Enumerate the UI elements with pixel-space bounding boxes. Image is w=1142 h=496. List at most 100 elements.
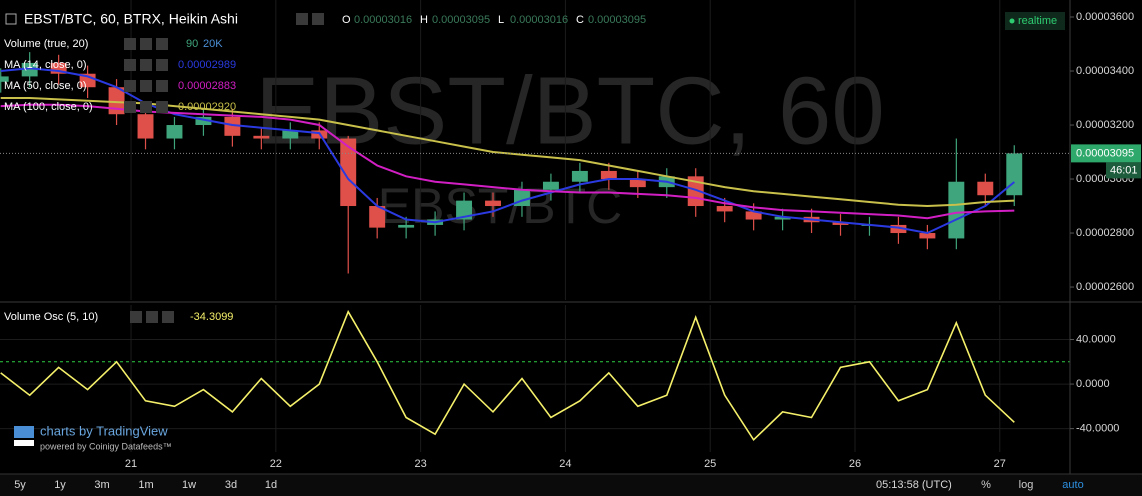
legend-entry: MA (14, close, 0)	[4, 59, 87, 71]
icon[interactable]	[146, 311, 158, 323]
moving-average-line	[0, 103, 1015, 220]
candle-body	[745, 211, 762, 220]
candle-body	[485, 200, 501, 207]
candle-body	[716, 206, 733, 212]
ohlc-value: 0.00003016	[510, 14, 568, 26]
legend-value: 0.00002989	[178, 59, 236, 71]
candle-body	[629, 179, 646, 188]
branding-main: charts by TradingView	[40, 423, 168, 438]
range-button[interactable]: 5y	[14, 479, 26, 491]
icon[interactable]	[124, 38, 136, 50]
logo-cloud	[14, 426, 34, 438]
candle-body	[948, 181, 965, 239]
candle-body	[195, 116, 212, 126]
candle-body	[340, 138, 357, 207]
last-price-badge	[1071, 144, 1141, 163]
range-button[interactable]: 3m	[94, 479, 109, 491]
icon[interactable]	[156, 59, 168, 71]
ohlc-value: 0.00003095	[588, 14, 646, 26]
bottom-toolbar	[0, 474, 1142, 496]
icon[interactable]	[312, 13, 324, 25]
y-tick-label: 0.00002600	[1076, 281, 1134, 293]
y-tick-label: 40.0000	[1076, 333, 1116, 345]
candle-body	[398, 224, 415, 228]
y-tick-label: 0.00002800	[1076, 227, 1134, 239]
range-button[interactable]: 1y	[54, 479, 66, 491]
candle-body	[282, 130, 299, 139]
y-tick-label: 0.00003400	[1076, 65, 1134, 77]
ohlc-value: 0.00003016	[354, 14, 412, 26]
watermark-layer: EBST/BTC, 60 EBST/BTC	[255, 57, 885, 234]
x-tick-label: 24	[559, 458, 571, 470]
range-button[interactable]: 1d	[265, 479, 277, 491]
legend-value: 0.00002883	[178, 80, 236, 92]
realtime-badge	[1005, 12, 1065, 30]
icon[interactable]	[130, 311, 142, 323]
icon[interactable]	[156, 38, 168, 50]
scale-button[interactable]: %	[981, 479, 991, 491]
scale-button[interactable]: log	[1019, 479, 1034, 491]
candle-body	[369, 206, 386, 228]
candle-body	[600, 170, 617, 180]
legend-entry: MA (50, close, 0)	[4, 80, 87, 92]
candle-body	[456, 200, 473, 220]
icon[interactable]	[140, 38, 152, 50]
range-button[interactable]: 1m	[138, 479, 153, 491]
icon[interactable]	[124, 101, 136, 113]
x-tick-label: 21	[125, 458, 137, 470]
grid-layer	[0, 0, 1070, 452]
candle-body	[253, 135, 270, 139]
x-tick-label: 26	[849, 458, 861, 470]
branding-sub: powered by Coinigy Datafeeds™	[40, 441, 172, 451]
candle-body	[0, 76, 9, 82]
watermark-sub: EBST/BTC	[378, 178, 622, 234]
icon[interactable]	[296, 13, 308, 25]
icon[interactable]	[140, 80, 152, 92]
indicator-value: 20K	[203, 38, 223, 50]
collapse-icon[interactable]	[5, 13, 17, 25]
realtime-dot	[1009, 18, 1015, 24]
x-tick-label: 23	[414, 458, 426, 470]
x-tick-label: 25	[704, 458, 716, 470]
ohlc-key: H	[420, 14, 428, 26]
legend-value: 0.00002920	[178, 101, 236, 113]
candle-body	[50, 62, 67, 74]
countdown-badge	[1106, 162, 1141, 179]
last-price-label: 0.00003095	[1076, 147, 1134, 159]
icon[interactable]	[124, 80, 136, 92]
candle-body	[832, 222, 849, 225]
ohlc-value: 0.00003095	[432, 14, 490, 26]
icon[interactable]	[140, 101, 152, 113]
candle-body	[542, 181, 559, 190]
indicator-name: Volume Osc (5, 10)	[4, 311, 98, 323]
marks-layer	[0, 52, 1070, 442]
candle-body	[166, 125, 183, 139]
candle-body	[774, 216, 791, 220]
candle-body	[919, 233, 936, 239]
candle-body	[977, 181, 994, 196]
indicator-value: 90	[186, 38, 198, 50]
ohlc-key: O	[342, 14, 351, 26]
icon[interactable]	[124, 59, 136, 71]
icon[interactable]	[140, 59, 152, 71]
candle-body	[21, 62, 38, 77]
indicator-icons	[124, 13, 324, 323]
countdown: 46:01	[1110, 164, 1138, 176]
icon[interactable]	[162, 311, 174, 323]
icon[interactable]	[156, 101, 168, 113]
range-button[interactable]: 3d	[225, 479, 237, 491]
range-button[interactable]: 1w	[182, 479, 196, 491]
y-tick-label: 0.0000	[1076, 378, 1110, 390]
candle-body	[571, 170, 588, 182]
x-tick-label: 27	[994, 458, 1006, 470]
chart-title: EBST/BTC, 60, BTRX, Heikin Ashi	[24, 11, 238, 27]
y-tick-label: 0.00003200	[1076, 119, 1134, 131]
y-tick-label: 0.00003600	[1076, 11, 1134, 23]
icon[interactable]	[156, 80, 168, 92]
candle-body	[224, 116, 241, 136]
legend-entry: MA (100, close, 0)	[4, 101, 93, 113]
scale-button[interactable]: auto	[1062, 479, 1083, 491]
